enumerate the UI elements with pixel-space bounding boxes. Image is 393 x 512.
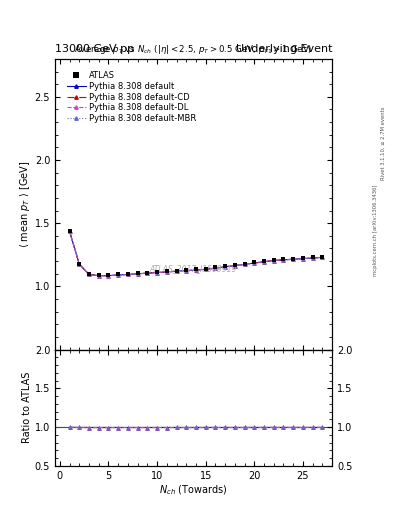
- Point: [86, 270, 92, 278]
- Point: [66, 227, 73, 235]
- Point: [76, 260, 83, 268]
- Text: ATLAS_2017_I1509919: ATLAS_2017_I1509919: [150, 264, 237, 273]
- Point: [173, 267, 180, 275]
- Point: [163, 267, 170, 275]
- Point: [232, 261, 238, 269]
- Point: [183, 266, 189, 274]
- Text: Rivet 3.1.10, ≥ 2.7M events: Rivet 3.1.10, ≥ 2.7M events: [381, 106, 386, 180]
- Point: [144, 268, 151, 276]
- Point: [251, 258, 257, 266]
- Point: [212, 263, 219, 271]
- Point: [115, 270, 121, 279]
- Point: [310, 253, 316, 262]
- Point: [125, 270, 131, 278]
- Text: mcplots.cern.ch [arXiv:1306.3436]: mcplots.cern.ch [arXiv:1306.3436]: [373, 185, 378, 276]
- Point: [222, 262, 228, 270]
- Point: [271, 256, 277, 264]
- Legend: ATLAS, Pythia 8.308 default, Pythia 8.308 default-CD, Pythia 8.308 default-DL, P: ATLAS, Pythia 8.308 default, Pythia 8.30…: [65, 69, 198, 125]
- Point: [154, 268, 160, 276]
- Text: Underlying Event: Underlying Event: [235, 44, 332, 54]
- Point: [261, 257, 267, 265]
- Point: [290, 254, 296, 263]
- Point: [280, 255, 286, 263]
- Y-axis label: Ratio to ATLAS: Ratio to ATLAS: [22, 372, 32, 443]
- Point: [319, 252, 325, 261]
- Text: 13000 GeV pp: 13000 GeV pp: [55, 44, 134, 54]
- X-axis label: $N_{ch}$ (Towards): $N_{ch}$ (Towards): [159, 483, 228, 497]
- Y-axis label: $\langle$ mean $p_T$ $\rangle$ [GeV]: $\langle$ mean $p_T$ $\rangle$ [GeV]: [18, 161, 32, 248]
- Point: [95, 271, 102, 279]
- Point: [193, 265, 199, 273]
- Point: [134, 269, 141, 277]
- Point: [202, 265, 209, 273]
- Point: [300, 254, 306, 262]
- Text: Average $p_T$ vs $N_{ch}$ ($|\eta| < 2.5$, $p_T > 0.5$ GeV, $p_{T1} > 1$ GeV): Average $p_T$ vs $N_{ch}$ ($|\eta| < 2.5…: [74, 43, 313, 56]
- Point: [241, 260, 248, 268]
- Point: [105, 271, 112, 279]
